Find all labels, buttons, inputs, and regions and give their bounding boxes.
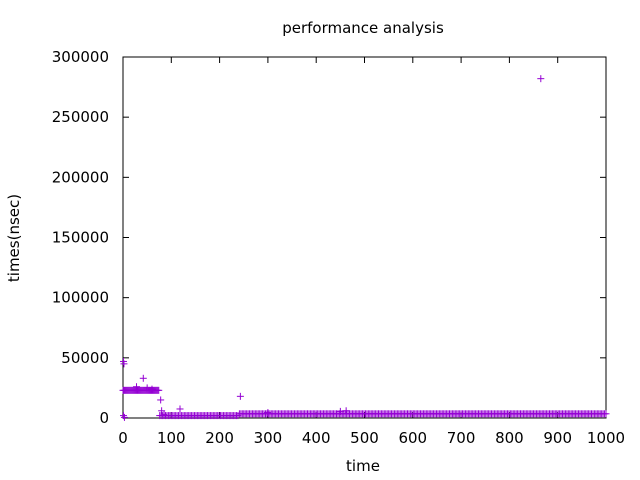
axis-ticks: 0 100 200 300 400 500 600 700 800 900 1000 0 50000 10… [52, 48, 625, 447]
data-point [157, 396, 165, 404]
data-point [133, 383, 141, 391]
y-tick-label: 150000 [52, 229, 109, 247]
y-tick-label: 0 [99, 409, 109, 427]
x-tick-label: 500 [350, 429, 379, 447]
y-tick-label: 200000 [52, 168, 109, 186]
data-point [236, 392, 244, 400]
data-point [176, 405, 184, 413]
y-tick-label: 300000 [52, 48, 109, 66]
data-point [139, 374, 147, 382]
data-point [602, 410, 610, 418]
data-point [537, 75, 545, 83]
x-axis-label: time [346, 457, 380, 475]
data-point [160, 410, 168, 418]
x-tick-label: 1000 [587, 429, 625, 447]
data-point [342, 407, 350, 415]
data-point [120, 360, 128, 368]
plot-frame [122, 56, 607, 419]
chart-title: performance analysis [282, 19, 444, 37]
data-points [119, 75, 610, 421]
x-tick-label: 400 [302, 429, 331, 447]
data-point [155, 386, 163, 394]
data-point [336, 407, 344, 415]
x-tick-label: 600 [398, 429, 427, 447]
y-tick-label: 50000 [61, 349, 109, 367]
data-point [119, 412, 127, 420]
y-tick-label: 100000 [52, 289, 109, 307]
x-tick-label: 900 [543, 429, 572, 447]
x-tick-label: 300 [254, 429, 283, 447]
data-point [148, 385, 156, 393]
data-point [264, 409, 272, 417]
data-point [143, 384, 151, 392]
y-axis-label: times(nsec) [5, 194, 23, 282]
x-tick-label: 700 [447, 429, 476, 447]
x-tick-label: 200 [205, 429, 234, 447]
x-tick-label: 100 [157, 429, 186, 447]
x-tick-label: 800 [495, 429, 524, 447]
data-point [158, 407, 166, 415]
data-point [120, 413, 128, 421]
data-point [234, 412, 242, 420]
y-tick-label: 250000 [52, 108, 109, 126]
x-tick-label: 0 [118, 429, 128, 447]
